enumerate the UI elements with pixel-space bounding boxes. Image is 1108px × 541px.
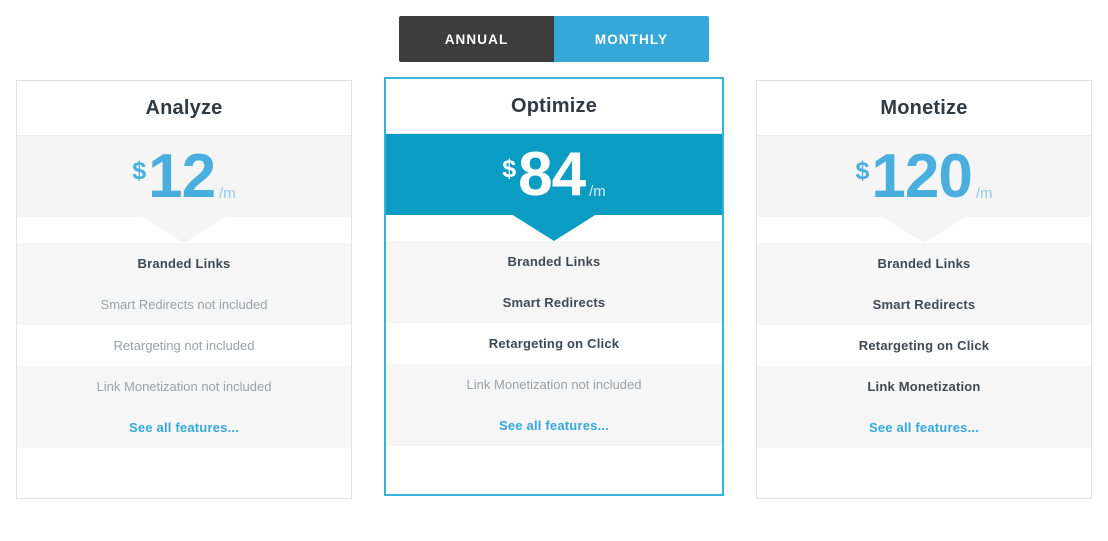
price-amount: 84 [518, 139, 586, 209]
plan-price-band: $ 120 /m [757, 136, 1091, 217]
currency-symbol: $ [502, 154, 517, 183]
plan-price: $ 120 /m [855, 141, 993, 211]
feature-row: Smart Redirects [386, 282, 722, 323]
card-footer [386, 446, 722, 494]
pricing-card-analyze[interactable]: Analyze $ 12 /m Branded Links Smart Redi… [16, 80, 352, 499]
feature-row: Link Monetization not included [17, 366, 351, 407]
pricing-card-monetize[interactable]: Monetize $ 120 /m Branded Links Smart Re… [756, 80, 1092, 499]
billing-toggle-annual[interactable]: ANNUAL [399, 16, 554, 62]
price-band-spacer [17, 217, 351, 243]
plan-title: Optimize [510, 94, 598, 117]
price-band-spacer [386, 215, 722, 241]
billing-toggle[interactable]: ANNUAL MONTHLY [399, 16, 709, 62]
pricing-cards: Analyze $ 12 /m Branded Links Smart Redi… [16, 77, 1092, 499]
plan-price-band: $ 84 /m [386, 134, 722, 215]
feature-row: Smart Redirects [757, 284, 1091, 325]
see-all-features-link[interactable]: See all features... [17, 407, 351, 448]
pricing-card-optimize[interactable]: Optimize $ 84 /m Branded Links Smart Red… [384, 77, 724, 496]
plan-price: $ 12 /m [132, 141, 236, 211]
price-period: /m [975, 184, 993, 202]
see-all-features-link[interactable]: See all features... [386, 405, 722, 446]
card-footer [757, 448, 1091, 498]
feature-row: Retargeting on Click [386, 323, 722, 364]
feature-row: Branded Links [17, 243, 351, 284]
plan-price: $ 84 /m [502, 139, 606, 209]
feature-row: Retargeting on Click [757, 325, 1091, 366]
plan-title: Monetize [880, 96, 968, 119]
billing-toggle-monthly[interactable]: MONTHLY [554, 16, 709, 62]
currency-symbol: $ [132, 156, 147, 185]
price-amount: 12 [148, 141, 216, 211]
plan-title: Analyze [145, 96, 223, 119]
feature-row: Link Monetization not included [386, 364, 722, 405]
card-header: Analyze [17, 81, 351, 136]
feature-list: Branded Links Smart Redirects not includ… [17, 243, 351, 448]
card-header: Optimize [386, 79, 722, 134]
price-period: /m [219, 184, 236, 202]
see-all-features-link[interactable]: See all features... [757, 407, 1091, 448]
feature-row: Retargeting not included [17, 325, 351, 366]
plan-price-band: $ 12 /m [17, 136, 351, 217]
currency-symbol: $ [855, 156, 870, 185]
feature-row: Branded Links [386, 241, 722, 282]
feature-row: Smart Redirects not included [17, 284, 351, 325]
feature-list: Branded Links Smart Redirects Retargetin… [757, 243, 1091, 448]
price-band-spacer [757, 217, 1091, 243]
feature-row: Branded Links [757, 243, 1091, 284]
feature-list: Branded Links Smart Redirects Retargetin… [386, 241, 722, 446]
feature-row: Link Monetization [757, 366, 1091, 407]
card-footer [17, 448, 351, 498]
card-header: Monetize [757, 81, 1091, 136]
price-period: /m [589, 182, 606, 200]
billing-toggle-container: ANNUAL MONTHLY [0, 16, 1108, 62]
price-amount: 120 [871, 141, 972, 211]
